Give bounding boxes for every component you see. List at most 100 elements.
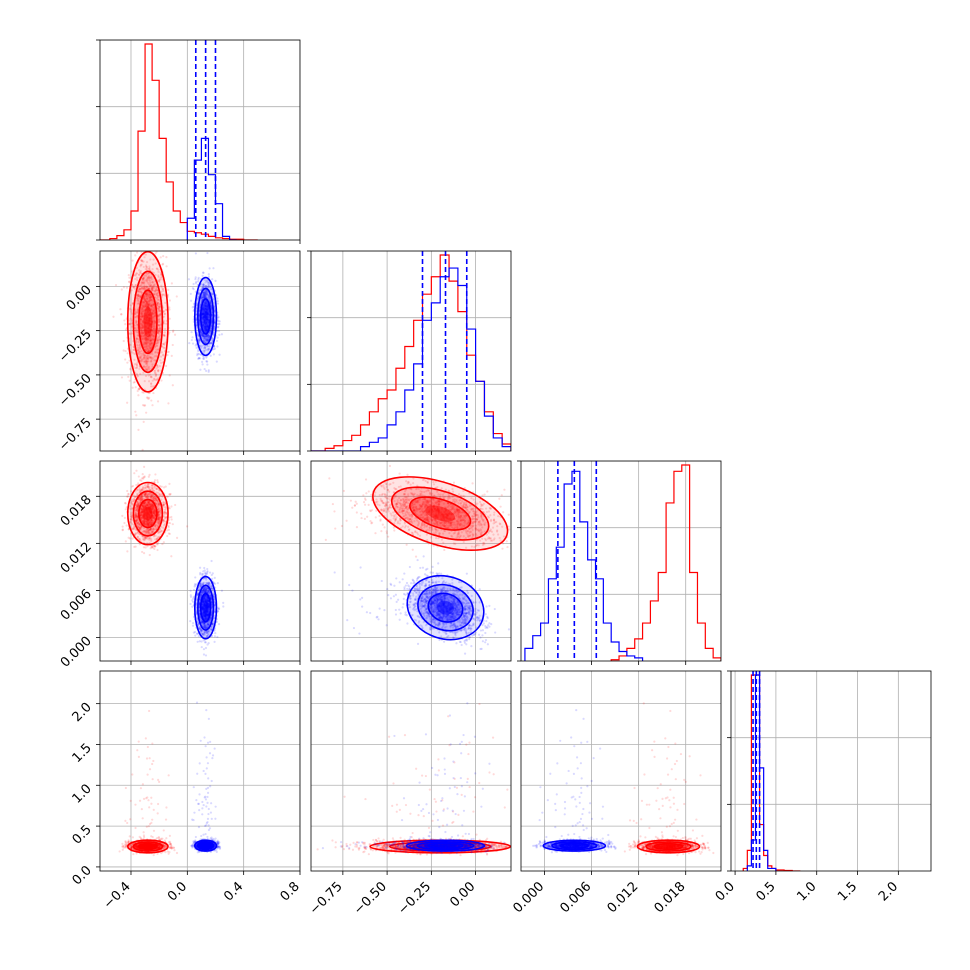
- scatter-point: [140, 488, 143, 491]
- scatter-point: [202, 326, 205, 329]
- scatter-point: [165, 322, 168, 325]
- scatter-point: [140, 511, 144, 515]
- scatter-point: [204, 293, 207, 297]
- scatter-point: [168, 374, 171, 377]
- scatter-point: [147, 524, 150, 527]
- scatter-point: [202, 349, 206, 352]
- scatter-point: [202, 304, 205, 307]
- scatter-point: [201, 363, 204, 366]
- scatter-point: [206, 291, 209, 294]
- histogram-blue: [311, 267, 511, 451]
- scatter-point: [157, 514, 160, 518]
- scatter-point: [155, 292, 158, 295]
- scatter-point: [148, 493, 151, 496]
- scatter-point: [129, 520, 132, 523]
- scatter-point: [138, 523, 141, 526]
- scatter-point: [203, 303, 206, 307]
- scatter-point: [136, 364, 139, 367]
- scatter-point: [148, 298, 151, 301]
- scatter-point: [204, 291, 207, 294]
- scatter-point: [218, 329, 221, 333]
- scatter-point: [143, 530, 146, 534]
- scatter-point: [145, 361, 149, 364]
- scatter-point: [124, 502, 127, 505]
- scatter-point: [204, 328, 207, 331]
- scatter-point: [153, 371, 156, 375]
- scatter-point: [137, 293, 140, 296]
- scatter-point: [207, 334, 210, 337]
- scatter-point: [134, 545, 137, 548]
- scatter-point: [150, 339, 153, 342]
- scatter-point: [158, 320, 161, 323]
- scatter-point: [151, 516, 155, 519]
- scatter-point: [203, 301, 206, 305]
- scatter-point: [208, 299, 211, 302]
- scatter-point: [149, 375, 153, 378]
- scatter-point: [141, 307, 144, 310]
- scatter-point: [150, 528, 153, 531]
- scatter-point: [152, 526, 155, 530]
- scatter-point: [202, 323, 205, 327]
- scatter-point: [152, 508, 156, 511]
- scatter-point: [154, 369, 157, 372]
- scatter-point: [156, 548, 159, 552]
- scatter-point: [141, 508, 145, 511]
- scatter-point: [202, 339, 206, 342]
- scatter-point: [141, 516, 144, 519]
- scatter-point: [201, 334, 204, 337]
- scatter-point: [203, 325, 207, 328]
- scatter-point: [140, 292, 144, 295]
- scatter-point: [206, 306, 210, 309]
- scatter-point: [202, 294, 205, 297]
- scatter-point: [157, 307, 160, 311]
- scatter-point: [135, 328, 138, 331]
- scatter-point: [210, 338, 214, 341]
- scatter-point: [151, 404, 154, 407]
- scatter-point: [130, 518, 133, 521]
- scatter-point: [149, 342, 152, 345]
- scatter-point: [162, 520, 165, 523]
- scatter-point: [149, 547, 152, 550]
- scatter-point: [145, 300, 148, 304]
- scatter-point: [200, 297, 203, 301]
- scatter-point: [140, 507, 143, 510]
- scatter-point: [157, 275, 160, 279]
- scatter-point: [174, 503, 177, 507]
- scatter-point: [145, 261, 149, 264]
- scatter-point: [142, 301, 145, 305]
- scatter-point: [128, 276, 131, 279]
- scatter-point: [146, 357, 149, 361]
- scatter-point: [134, 532, 137, 535]
- scatter-point: [135, 272, 138, 275]
- scatter-point: [147, 294, 150, 297]
- scatter-point: [154, 525, 157, 529]
- scatter-point: [153, 479, 157, 482]
- scatter-point: [146, 303, 149, 306]
- scatter-point: [154, 351, 157, 354]
- scatter-point: [156, 479, 159, 482]
- scatter-point: [206, 304, 209, 307]
- scatter-point: [128, 332, 131, 336]
- scatter-point: [160, 293, 163, 296]
- scatter-point: [158, 326, 162, 329]
- scatter-point: [159, 256, 162, 259]
- scatter-point: [204, 302, 207, 305]
- scatter-point: [125, 286, 129, 289]
- scatter-point: [201, 309, 204, 312]
- scatter-point: [156, 400, 160, 403]
- scatter-point: [206, 325, 209, 328]
- scatter-point: [139, 510, 142, 513]
- scatter-point: [209, 329, 212, 333]
- scatter-point: [168, 331, 171, 334]
- scatter-point: [205, 305, 209, 308]
- scatter-point: [156, 341, 159, 345]
- scatter-point: [127, 536, 130, 539]
- scatter-point: [138, 355, 141, 358]
- scatter-point: [156, 294, 159, 297]
- scatter-point: [146, 528, 149, 531]
- scatter-point: [145, 285, 148, 288]
- scatter-point: [147, 291, 150, 294]
- scatter-point: [143, 308, 146, 311]
- scatter-point: [198, 324, 201, 327]
- scatter-point: [162, 289, 165, 293]
